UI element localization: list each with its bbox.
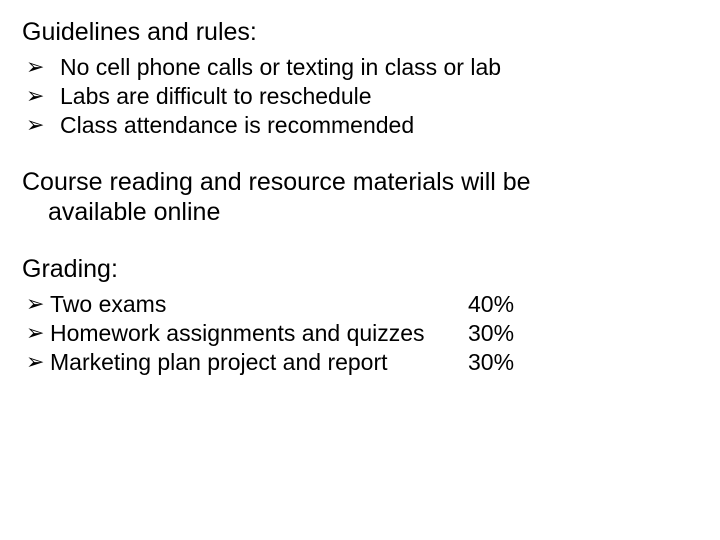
grading-label: Two exams [50, 290, 468, 319]
grading-label: Homework assignments and quizzes [50, 319, 468, 348]
guidelines-list: No cell phone calls or texting in class … [22, 53, 698, 139]
guidelines-heading: Guidelines and rules: [22, 18, 698, 47]
list-item: Labs are difficult to reschedule [26, 82, 698, 111]
grading-pct: 30% [468, 348, 514, 377]
grading-pct: 30% [468, 319, 514, 348]
grading-list: Two exams 40% Homework assignments and q… [22, 290, 698, 376]
grading-item: Marketing plan project and report 30% [26, 348, 698, 377]
resources-line1: Course reading and resource materials wi… [22, 168, 531, 196]
resources-line2: available online [22, 197, 698, 227]
grading-pct: 40% [468, 290, 514, 319]
resources-text: Course reading and resource materials wi… [22, 167, 698, 227]
list-item: No cell phone calls or texting in class … [26, 53, 698, 82]
grading-heading: Grading: [22, 255, 698, 284]
grading-item: Two exams 40% [26, 290, 698, 319]
grading-label: Marketing plan project and report [50, 348, 468, 377]
list-item: Class attendance is recommended [26, 111, 698, 140]
grading-item: Homework assignments and quizzes 30% [26, 319, 698, 348]
